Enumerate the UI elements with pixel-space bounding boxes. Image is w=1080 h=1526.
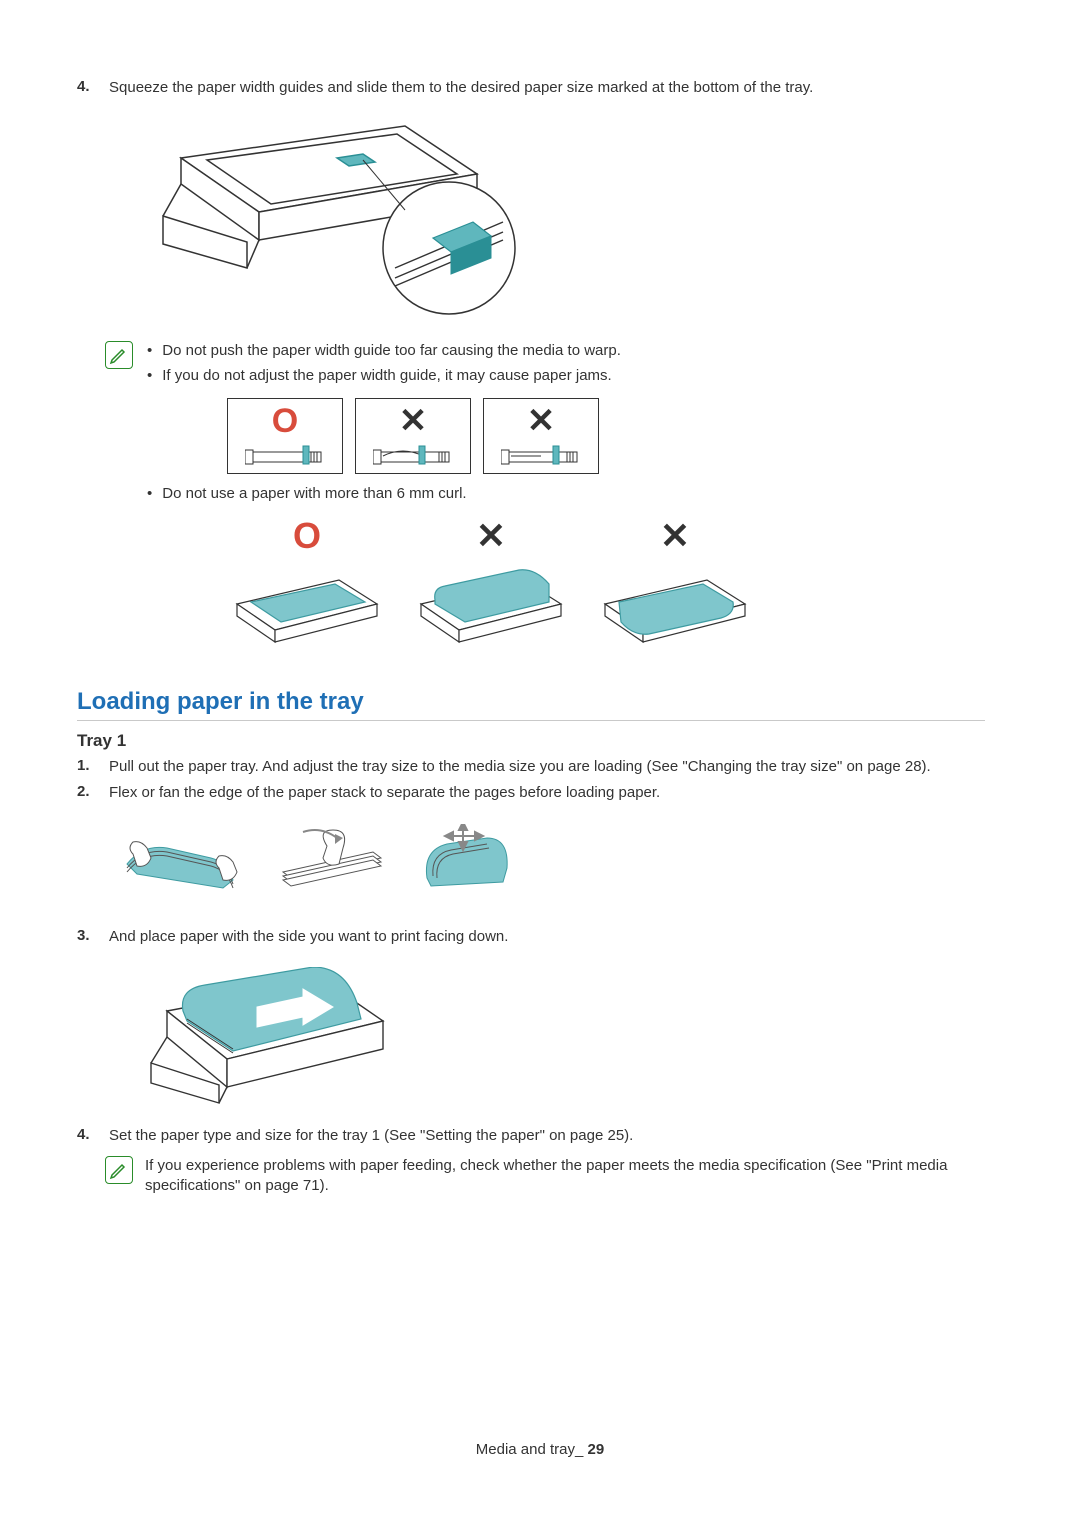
bullet-row: • If you do not adjust the paper width g… bbox=[147, 366, 985, 386]
step-text: Squeeze the paper width guides and slide… bbox=[109, 78, 813, 98]
pencil-note-icon bbox=[109, 1160, 129, 1180]
footer-page: 29 bbox=[588, 1441, 605, 1458]
step-number: 3. bbox=[77, 927, 95, 947]
curl-item-wrong-1: ✕ bbox=[401, 518, 581, 644]
mark-x: ✕ bbox=[399, 404, 428, 438]
step-number: 2. bbox=[77, 783, 95, 803]
bullet-text: If you do not adjust the paper width gui… bbox=[162, 366, 611, 386]
mark-o: O bbox=[272, 404, 298, 438]
mark-x: ✕ bbox=[476, 518, 506, 554]
note-block-1: • Do not push the paper width guide too … bbox=[105, 341, 985, 658]
bullet-text: Do not push the paper width guide too fa… bbox=[162, 341, 621, 361]
section-rule bbox=[77, 720, 985, 721]
step-3: 3. And place paper with the side you wan… bbox=[77, 927, 985, 947]
tray-side-gap-icon bbox=[501, 442, 581, 468]
curl-item-wrong-2: ✕ bbox=[585, 518, 765, 644]
bullet-dot: • bbox=[147, 484, 152, 504]
step-2: 2. Flex or fan the edge of the paper sta… bbox=[77, 783, 985, 803]
footer-label: Media and tray_ bbox=[476, 1441, 584, 1458]
mark-x: ✕ bbox=[660, 518, 690, 554]
bullet-dot: • bbox=[147, 366, 152, 386]
note-icon bbox=[105, 341, 133, 369]
step-number: 4. bbox=[77, 78, 95, 98]
fan-paper-illustration bbox=[123, 824, 523, 904]
note-icon bbox=[105, 1156, 133, 1184]
load-paper-illustration bbox=[137, 967, 397, 1107]
step-text: Set the paper type and size for the tray… bbox=[109, 1126, 633, 1146]
step-4: 4. Squeeze the paper width guides and sl… bbox=[77, 78, 985, 98]
tray-curl-ok-icon bbox=[227, 560, 387, 644]
guide-ox-row: O ✕ bbox=[227, 398, 985, 474]
tray-side-ok-icon bbox=[245, 442, 325, 468]
curl-ox-row: O ✕ bbox=[217, 518, 985, 644]
bullet-row: • Do not use a paper with more than 6 mm… bbox=[147, 484, 985, 504]
ox-box-correct: O bbox=[227, 398, 343, 474]
step-text: Flex or fan the edge of the paper stack … bbox=[109, 783, 660, 803]
tray-curl-down-icon bbox=[595, 560, 755, 644]
tray-side-warp-icon bbox=[373, 442, 453, 468]
step-1: 1. Pull out the paper tray. And adjust t… bbox=[77, 757, 985, 777]
mark-x: ✕ bbox=[527, 404, 556, 438]
step-number: 1. bbox=[77, 757, 95, 777]
bullet-text: Do not use a paper with more than 6 mm c… bbox=[162, 484, 466, 504]
page-footer: Media and tray_ 29 bbox=[0, 1441, 1080, 1458]
bullet-dot: • bbox=[147, 341, 152, 361]
step-text: And place paper with the side you want t… bbox=[109, 927, 508, 947]
step-number: 4. bbox=[77, 1126, 95, 1146]
bullet-row: • Do not push the paper width guide too … bbox=[147, 341, 985, 361]
note-block-2: If you experience problems with paper fe… bbox=[105, 1156, 985, 1197]
step-text: Pull out the paper tray. And adjust the … bbox=[109, 757, 931, 777]
curl-item-ok: O bbox=[217, 518, 397, 644]
subhead-tray1: Tray 1 bbox=[77, 731, 985, 751]
section-title: Loading paper in the tray bbox=[77, 688, 985, 716]
tray-curl-up-icon bbox=[411, 560, 571, 644]
tray-guide-illustration bbox=[137, 118, 547, 318]
inner-note-text: If you experience problems with paper fe… bbox=[145, 1156, 985, 1197]
step-4b: 4. Set the paper type and size for the t… bbox=[77, 1126, 985, 1146]
pencil-note-icon bbox=[109, 345, 129, 365]
ox-box-wrong-1: ✕ bbox=[355, 398, 471, 474]
ox-box-wrong-2: ✕ bbox=[483, 398, 599, 474]
mark-o: O bbox=[293, 518, 321, 554]
